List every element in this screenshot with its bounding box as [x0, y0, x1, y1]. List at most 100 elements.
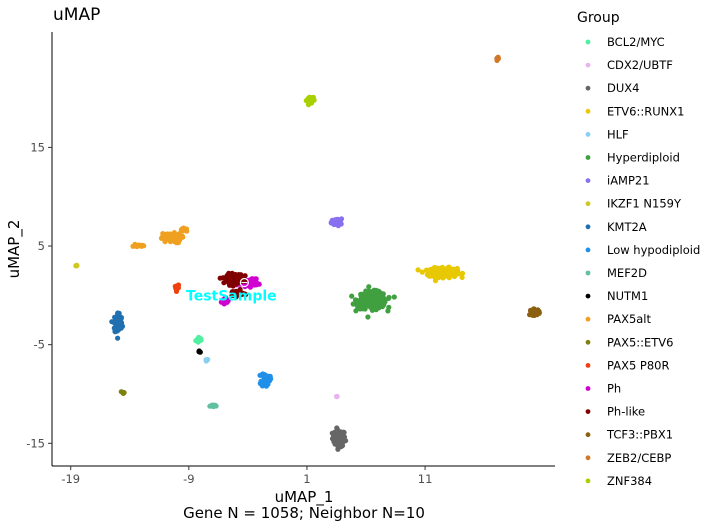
point-low-hypodiploid: [261, 380, 266, 385]
legend-swatch: [586, 340, 591, 345]
point-etv6-runx1: [433, 278, 438, 283]
legend-title: Group: [577, 10, 620, 26]
legend-item-hyperdiploid: Hyperdiploid: [586, 151, 680, 165]
point-pax5alt: [173, 235, 178, 240]
point-kmt2a: [119, 326, 124, 331]
legend-swatch: [586, 132, 591, 137]
point-kmt2a: [113, 329, 118, 334]
legend-label: HLF: [607, 127, 629, 141]
legend-swatch: [586, 271, 591, 276]
point-ph-like: [218, 276, 223, 281]
legend-label: ZNF384: [607, 474, 652, 488]
point-hyperdiploid: [386, 305, 391, 310]
legend-swatch: [586, 386, 591, 391]
point-dux4: [343, 438, 348, 443]
x-axis-ticks: -19 -9 1 11: [61, 466, 432, 486]
point-mef2d: [208, 403, 213, 408]
legend-item-etv6-runx1: ETV6::RUNX1: [586, 104, 685, 118]
legend-label: KMT2A: [607, 220, 647, 234]
point-hlf: [205, 357, 210, 362]
legend-swatch: [586, 109, 591, 114]
legend-swatch: [586, 294, 591, 299]
legend-swatch: [586, 224, 591, 229]
point-hyperdiploid: [374, 307, 379, 312]
point-hyperdiploid: [370, 296, 375, 301]
point-pax5alt: [180, 228, 185, 233]
y-tick-label: -15: [26, 436, 45, 450]
point-etv6-runx1: [440, 275, 445, 280]
point-dux4: [335, 441, 340, 446]
y-tick-label: 15: [30, 140, 45, 154]
point-ph-like: [234, 276, 239, 281]
legend-label: PAX5::ETV6: [607, 335, 673, 349]
scatter-points: [73, 55, 542, 452]
legend-item-hlf: HLF: [586, 127, 629, 141]
point-ikzf1-n159y: [74, 263, 79, 268]
legend-item-zeb2-cebp: ZEB2/CEBP: [586, 451, 672, 465]
point-cdx2-ubtf: [334, 394, 339, 399]
legend-swatch: [586, 201, 591, 206]
point-etv6-runx1: [428, 267, 433, 272]
point-hyperdiploid: [353, 297, 358, 302]
point-dux4: [336, 433, 341, 438]
legend-swatch: [586, 363, 591, 368]
legend-label: ETV6::RUNX1: [607, 104, 684, 118]
legend-swatch: [586, 248, 591, 253]
plot-panel: TestSample: [52, 32, 555, 466]
legend-label: IKZF1 N159Y: [607, 197, 682, 211]
legend-label: PAX5alt: [607, 312, 652, 326]
legend-swatch: [586, 317, 591, 322]
legend-item-bcl2-myc: BCL2/MYC: [586, 35, 665, 49]
legend-swatch: [586, 178, 591, 183]
point-pax5alt: [130, 244, 135, 249]
point-tcf3-pbx1: [535, 312, 540, 317]
point-pax5alt: [161, 234, 166, 239]
y-tick-label: 5: [38, 239, 45, 253]
legend-label: Ph-like: [607, 405, 645, 419]
legend-swatch: [586, 40, 591, 45]
point-hyperdiploid: [379, 296, 384, 301]
legend: Group BCL2/MYCCDX2/UBTFDUX4ETV6::RUNX1HL…: [577, 10, 700, 488]
point-zeb2-cebp: [494, 58, 499, 63]
legend-label: iAMP21: [607, 174, 650, 188]
legend-swatch: [586, 155, 591, 160]
legend-item-mef2d: MEF2D: [586, 266, 648, 280]
point-znf384: [311, 97, 316, 102]
legend-swatch: [586, 63, 591, 68]
legend-item-cdx2-ubtf: CDX2/UBTF: [586, 58, 673, 72]
point-iamp21: [333, 220, 338, 225]
point-low-hypodiploid: [257, 373, 262, 378]
legend-item-tcf3-pbx1: TCF3::PBX1: [586, 428, 673, 442]
point-ph-like: [225, 273, 230, 278]
legend-label: Hyperdiploid: [607, 151, 680, 165]
point-pax5-etv6: [120, 390, 125, 395]
point-kmt2a: [115, 336, 120, 341]
point-hyperdiploid: [380, 301, 385, 306]
point-hyperdiploid: [368, 291, 373, 296]
point-ph-like: [221, 280, 226, 285]
legend-item-pax5-p80r: PAX5 P80R: [586, 358, 670, 372]
point-kmt2a: [109, 319, 114, 324]
chart-caption: Gene N = 1058; Neighbor N=10: [183, 504, 425, 522]
point-ph-like: [227, 283, 232, 288]
legend-item-nutm1: NUTM1: [586, 289, 649, 303]
legend-swatch: [586, 479, 591, 484]
point-ph-like: [234, 281, 239, 286]
point-hyperdiploid: [358, 292, 363, 297]
point-hyperdiploid: [365, 314, 370, 319]
point-ph-like: [229, 278, 234, 283]
legend-label: CDX2/UBTF: [607, 58, 673, 72]
y-tick-label: -5: [34, 338, 45, 352]
test-sample-label: TestSample: [186, 289, 277, 305]
x-tick-label: -9: [183, 472, 194, 486]
legend-label: NUTM1: [607, 289, 648, 303]
point-tcf3-pbx1: [528, 308, 533, 313]
legend-item-pax5-etv6: PAX5::ETV6: [586, 335, 674, 349]
legend-item-pax5alt: PAX5alt: [586, 312, 652, 326]
legend-item-low-hypodiploid: Low hypodiploid: [586, 243, 701, 257]
y-axis-ticks: -15 -5 5 15: [26, 140, 52, 450]
point-hyperdiploid: [368, 305, 373, 310]
legend-label: MEF2D: [607, 266, 647, 280]
y-axis-label: uMAP_2: [5, 220, 24, 279]
